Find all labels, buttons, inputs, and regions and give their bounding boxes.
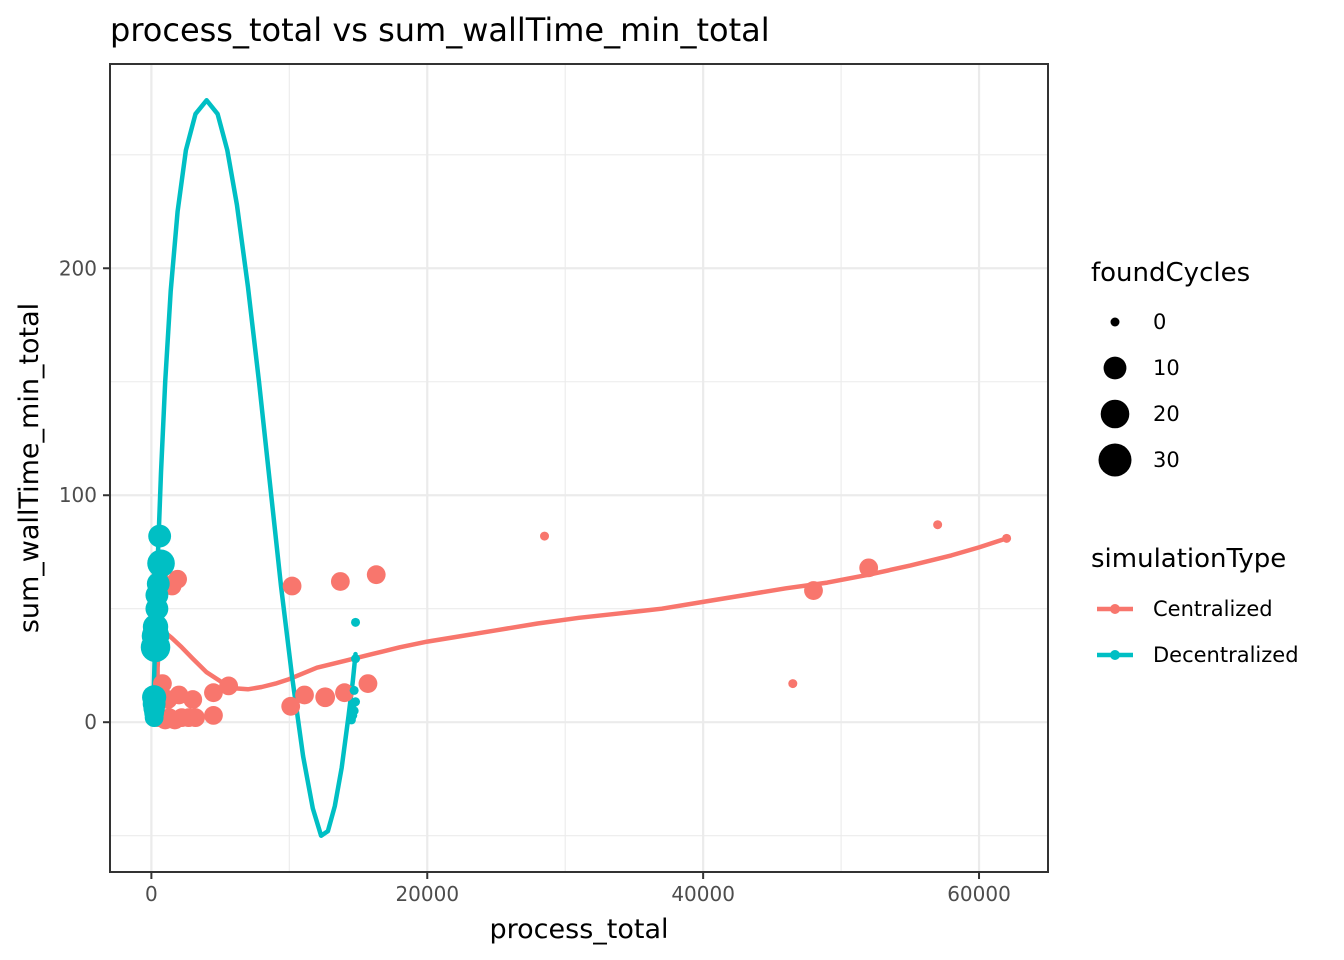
data-point-centralized bbox=[204, 705, 223, 725]
color-legend-dot bbox=[1110, 650, 1120, 660]
x-axis-title: process_total bbox=[490, 914, 669, 945]
size-legend-label: 20 bbox=[1153, 402, 1180, 426]
color-legend-entries: Centralized Decentralized bbox=[1097, 597, 1299, 667]
data-point-decentralized bbox=[145, 597, 169, 621]
data-point-decentralized bbox=[147, 549, 175, 578]
chart-title: process_total vs sum_wallTime_min_total bbox=[110, 11, 770, 49]
data-point-centralized bbox=[335, 683, 354, 703]
data-point-centralized bbox=[330, 572, 350, 591]
x-tick-label: 60000 bbox=[947, 882, 1011, 906]
size-legend-key bbox=[1100, 399, 1130, 429]
data-point-centralized bbox=[358, 674, 378, 694]
data-point-centralized bbox=[366, 565, 386, 585]
data-point-centralized bbox=[1002, 533, 1012, 543]
data-point-centralized bbox=[859, 558, 879, 578]
color-legend-label: Decentralized bbox=[1153, 643, 1299, 667]
data-point-centralized bbox=[933, 520, 943, 530]
color-legend-title: simulationType bbox=[1091, 544, 1286, 574]
data-point-decentralized bbox=[148, 524, 172, 548]
grid-lines bbox=[110, 64, 1048, 872]
data-point-decentralized bbox=[140, 632, 171, 663]
color-legend-dot bbox=[1110, 604, 1120, 614]
data-point-centralized bbox=[804, 581, 823, 600]
size-legend-title: foundCycles bbox=[1091, 258, 1250, 288]
legend: foundCycles 0 10 20 30 simulationType Centr… bbox=[1091, 258, 1299, 667]
y-tick-label: 100 bbox=[59, 483, 97, 507]
data-points bbox=[140, 520, 1012, 730]
size-legend-label: 10 bbox=[1153, 356, 1180, 380]
data-point-centralized bbox=[788, 679, 798, 689]
color-legend-label: Centralized bbox=[1153, 597, 1273, 621]
data-point-centralized bbox=[282, 576, 302, 596]
y-tick-label: 0 bbox=[84, 710, 97, 734]
plot-panel bbox=[109, 63, 1049, 873]
size-legend-entries: 0 10 20 30 bbox=[1098, 310, 1180, 477]
data-point-decentralized bbox=[351, 654, 361, 664]
x-tick-label: 0 bbox=[145, 882, 158, 906]
size-legend-key bbox=[1110, 317, 1120, 327]
plot-background bbox=[110, 64, 1048, 872]
size-legend-label: 30 bbox=[1153, 448, 1180, 472]
data-point-centralized bbox=[315, 687, 336, 708]
data-point-centralized bbox=[281, 696, 301, 716]
plot-border bbox=[109, 63, 1049, 873]
data-point-decentralized bbox=[346, 715, 356, 725]
data-point-decentralized bbox=[348, 699, 358, 709]
data-point-decentralized bbox=[349, 685, 359, 695]
y-tick-label: 200 bbox=[59, 256, 97, 280]
data-point-decentralized bbox=[144, 708, 164, 728]
data-point-centralized bbox=[295, 685, 314, 705]
data-point-centralized bbox=[540, 531, 550, 541]
y-axis-title: sum_wallTime_min_total bbox=[14, 303, 45, 633]
size-legend-key bbox=[1103, 356, 1127, 380]
data-point-decentralized bbox=[351, 617, 361, 627]
data-point-centralized bbox=[219, 676, 239, 696]
smooth-line-decentralized bbox=[150, 98, 358, 838]
size-legend-key bbox=[1098, 443, 1132, 477]
x-tick-label: 40000 bbox=[671, 882, 735, 906]
size-legend-label: 0 bbox=[1153, 310, 1166, 334]
data-point-centralized bbox=[204, 683, 223, 703]
x-tick-label: 20000 bbox=[395, 882, 459, 906]
y-axis-ticks: 0 100 200 bbox=[59, 256, 110, 734]
x-axis-ticks: 0 20000 40000 60000 bbox=[145, 872, 1011, 906]
